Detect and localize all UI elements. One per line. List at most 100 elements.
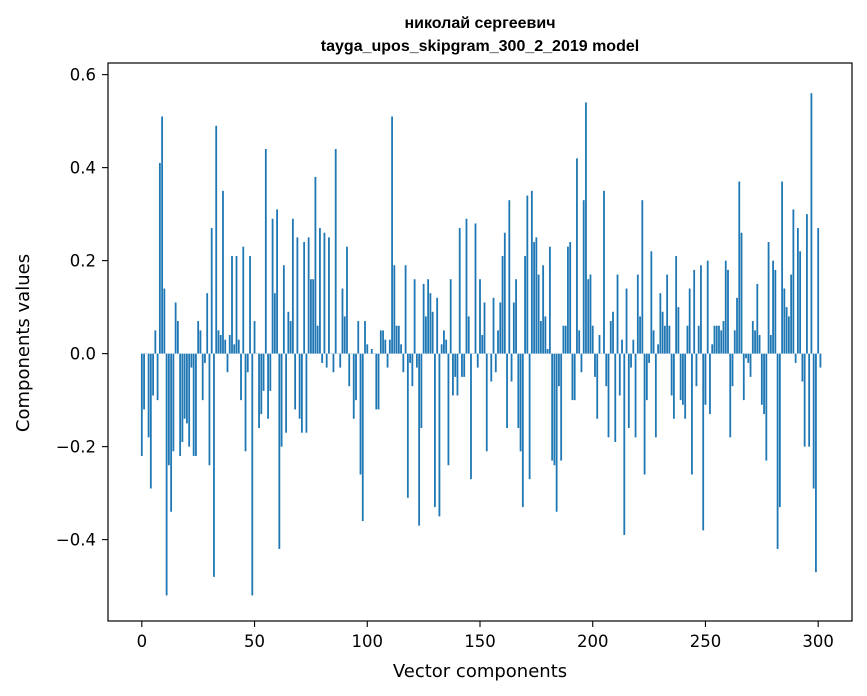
- bar-62: [280, 353, 283, 447]
- bar-1: [143, 353, 145, 410]
- bar-162: [506, 353, 508, 429]
- bar-81: [323, 232, 326, 354]
- bar-196: [582, 200, 585, 354]
- bar-169: [521, 353, 524, 508]
- bar-295: [806, 214, 808, 354]
- bar-45: [242, 246, 245, 354]
- bar-151: [481, 335, 484, 354]
- bar-21: [188, 353, 191, 447]
- bar-6: [154, 330, 157, 354]
- bar-297: [810, 93, 813, 354]
- bar-129: [431, 311, 434, 354]
- bar-291: [796, 228, 799, 354]
- bar-114: [397, 325, 400, 354]
- bar-89: [341, 288, 344, 354]
- bar-38: [226, 353, 229, 373]
- bar-37: [224, 339, 227, 354]
- x-tick-label: 50: [244, 632, 265, 651]
- bar-232: [663, 325, 666, 354]
- bar-181: [548, 246, 551, 354]
- bar-188: [564, 325, 567, 354]
- bar-137: [449, 279, 452, 354]
- bar-170: [524, 255, 526, 354]
- bar-301: [819, 353, 822, 368]
- bar-22: [190, 353, 193, 368]
- bar-120: [411, 353, 414, 387]
- bar-238: [677, 307, 680, 354]
- bar-117: [404, 265, 407, 354]
- bar-122: [415, 353, 418, 368]
- bar-100: [366, 344, 369, 354]
- bar-184: [555, 353, 558, 512]
- bar-269: [747, 353, 750, 363]
- bar-11: [165, 353, 168, 596]
- bar-31: [210, 228, 213, 354]
- bar-221: [639, 316, 641, 354]
- bar-273: [756, 283, 759, 354]
- bar-28: [204, 353, 206, 363]
- bar-182: [551, 353, 554, 461]
- bar-279: [769, 335, 772, 354]
- bar-219: [634, 353, 637, 438]
- bar-49: [251, 353, 254, 596]
- bar-249: [702, 353, 705, 531]
- bar-77: [314, 176, 317, 354]
- bar-24: [195, 353, 197, 456]
- bar-115: [400, 344, 402, 354]
- bar-272: [754, 330, 756, 354]
- bar-212: [618, 353, 621, 396]
- bar-179: [544, 316, 547, 354]
- bar-231: [661, 311, 664, 354]
- bar-251: [706, 260, 709, 354]
- bar-282: [776, 353, 779, 549]
- bar-5: [152, 353, 154, 396]
- bar-12: [167, 353, 170, 466]
- bar-74: [307, 237, 310, 354]
- bar-76: [312, 279, 315, 354]
- bar-214: [623, 353, 626, 535]
- bar-271: [751, 321, 754, 354]
- bar-30: [208, 353, 211, 466]
- bar-32: [213, 353, 215, 577]
- bar-18: [181, 353, 184, 442]
- bar-155: [490, 353, 493, 382]
- bar-270: [749, 353, 752, 377]
- bar-79: [319, 228, 321, 354]
- bar-256: [718, 325, 720, 354]
- bar-35: [219, 335, 222, 354]
- bar-110: [388, 339, 391, 354]
- bar-274: [758, 335, 761, 354]
- bar-4: [149, 353, 152, 489]
- bar-227: [652, 330, 655, 354]
- bar-104: [375, 353, 378, 410]
- bar-47: [246, 353, 249, 373]
- bar-258: [722, 321, 725, 354]
- bar-107: [382, 330, 384, 354]
- bar-248: [700, 265, 702, 354]
- bar-288: [790, 274, 793, 354]
- bar-19: [183, 353, 186, 419]
- bar-71: [300, 353, 303, 433]
- y-tick-label: −0.2: [56, 438, 96, 457]
- bar-215: [625, 288, 628, 354]
- bar-55: [264, 149, 267, 354]
- bar-174: [533, 242, 536, 354]
- bar-218: [632, 339, 635, 354]
- x-tick-label: 0: [137, 632, 148, 651]
- bar-247: [697, 325, 700, 354]
- x-tick-label: 250: [690, 632, 722, 651]
- bar-159: [499, 302, 502, 354]
- bar-225: [648, 353, 650, 363]
- bar-230: [659, 293, 662, 354]
- bar-86: [334, 149, 337, 354]
- bar-193: [576, 158, 578, 354]
- bar-294: [803, 353, 806, 447]
- bar-85: [332, 353, 335, 373]
- chart-title-line-1: николай сергеевич: [404, 15, 555, 32]
- bar-252: [709, 353, 711, 415]
- bar-121: [413, 279, 416, 354]
- bar-80: [321, 353, 324, 363]
- bar-146: [470, 353, 472, 480]
- bar-172: [528, 353, 531, 480]
- bar-82: [325, 353, 328, 368]
